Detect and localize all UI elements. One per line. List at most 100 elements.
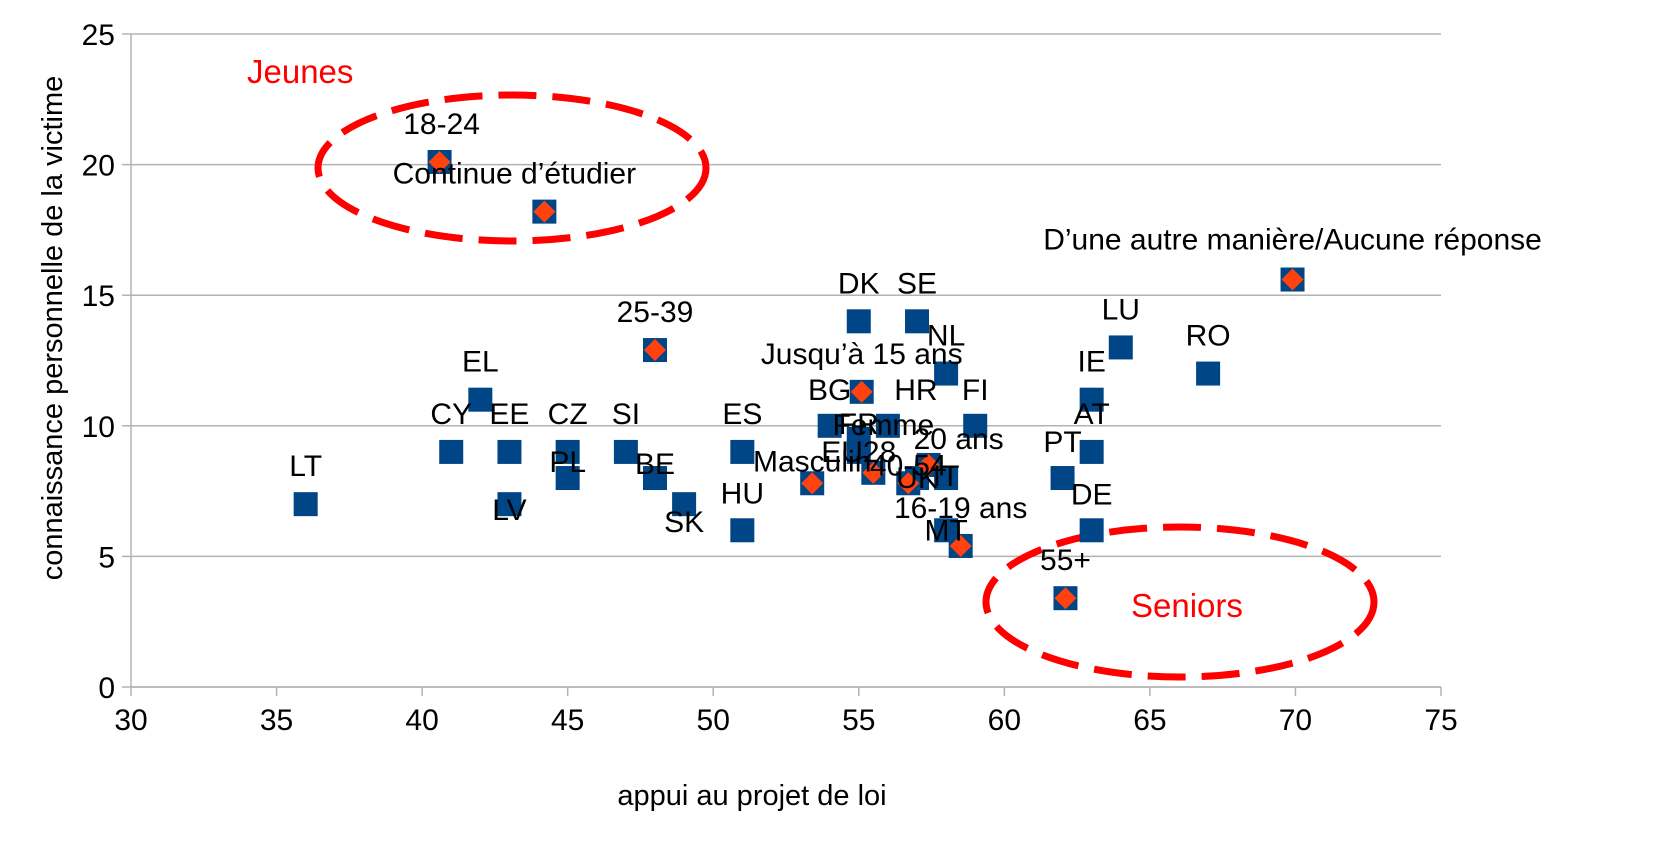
x-tick-label: 50 xyxy=(697,704,730,737)
point-label: PL xyxy=(549,446,586,479)
group-points xyxy=(428,150,1304,610)
square-point xyxy=(468,387,493,412)
y-tick-labels: 0 5 10 15 20 25 xyxy=(82,19,115,705)
point-label: FI xyxy=(962,374,989,407)
point-label: DK xyxy=(838,267,880,300)
ellipse-seniors xyxy=(982,523,1378,681)
x-tick-label: 55 xyxy=(842,704,875,737)
axes xyxy=(122,33,1442,696)
annotation-jeunes: Jeunes xyxy=(247,53,353,90)
diamond-point xyxy=(533,200,556,223)
diamond-point xyxy=(644,339,666,362)
point-label: SI xyxy=(612,398,640,431)
square-point xyxy=(875,413,900,438)
point-label: 18-24 xyxy=(403,108,480,141)
y-tick-label: 0 xyxy=(98,672,115,705)
point-label: PT xyxy=(1043,426,1081,459)
point-label: FR xyxy=(839,408,879,441)
point-label: MT xyxy=(924,514,967,547)
y-tick-label: 5 xyxy=(98,541,115,574)
x-tick-label: 70 xyxy=(1279,704,1312,737)
square-point xyxy=(555,439,580,464)
x-axis-title: appui au projet de loi xyxy=(617,780,886,812)
point-label: EE xyxy=(489,398,529,431)
point-label: BE xyxy=(635,448,675,481)
y-tick-label: 15 xyxy=(82,280,115,313)
diamond-point xyxy=(801,472,824,495)
point-label: ES xyxy=(722,398,762,431)
y-axis-title: connaissance personnelle de la victime xyxy=(37,76,69,581)
annotation-seniors: Seniors xyxy=(1131,587,1243,624)
square-point xyxy=(672,492,697,517)
diamond-point xyxy=(1054,587,1077,610)
point-label: RO xyxy=(1186,320,1231,353)
square-point xyxy=(730,439,755,464)
diamond-point xyxy=(949,534,972,557)
point-label: DE xyxy=(1071,478,1113,511)
ellipse-jeunes xyxy=(314,91,710,245)
point-label: EU28 xyxy=(821,436,896,469)
point-label: LT xyxy=(289,450,322,483)
point-label: IT xyxy=(933,460,960,493)
point-label: CZ xyxy=(548,398,588,431)
square-point xyxy=(555,466,580,491)
point-label: 40-54 xyxy=(870,449,947,482)
point-label: NL xyxy=(927,320,965,353)
square-point xyxy=(846,439,871,464)
x-tick-labels: 30 35 40 45 50 55 60 65 70 75 xyxy=(114,704,1457,737)
y-tick-label: 20 xyxy=(82,150,115,183)
point-labels: LT CY EL EE LV CZ PL SI BE SK ES HU DK SE NL FI BG HR FREU… xyxy=(289,108,1542,577)
point-label: HR xyxy=(894,374,937,407)
square-point xyxy=(1079,518,1104,543)
point-label: 20 ans xyxy=(914,423,1004,456)
x-tick-label: 60 xyxy=(988,704,1021,737)
point-label: Masculin xyxy=(753,445,871,478)
point-label: D’une autre manière/Aucune réponse xyxy=(1043,224,1542,257)
point-label: SK xyxy=(664,506,704,539)
point-label: 16-19 ans xyxy=(894,492,1027,525)
point-label: UK xyxy=(896,462,938,495)
x-tick-label: 75 xyxy=(1424,704,1457,737)
square-point xyxy=(963,413,988,438)
point-label: HU xyxy=(721,477,764,510)
square-point xyxy=(934,361,959,386)
square-point xyxy=(730,518,755,543)
point-label: BG xyxy=(808,374,851,407)
square-point xyxy=(439,439,464,464)
x-tick-label: 35 xyxy=(260,704,293,737)
diamond-point xyxy=(917,453,940,476)
point-label: Continue d’étudier xyxy=(393,158,637,191)
point-label: Jusqu’à 15 ans xyxy=(761,338,963,371)
diamond-point xyxy=(862,461,885,484)
square-point xyxy=(1079,439,1104,464)
x-tick-label: 40 xyxy=(405,704,438,737)
x-tick-label: 30 xyxy=(114,704,147,737)
highlight-ellipses xyxy=(314,91,1378,681)
point-label: Femme xyxy=(832,409,934,442)
x-tick-label: 45 xyxy=(551,704,584,737)
square-point xyxy=(1196,361,1221,386)
y-tick-label: 25 xyxy=(82,19,115,52)
point-label: LV xyxy=(492,494,526,527)
square-point xyxy=(905,309,929,334)
square-point xyxy=(846,309,871,334)
point-label: SE xyxy=(897,267,937,300)
country-points xyxy=(293,149,1305,611)
y-tick-label: 10 xyxy=(82,411,115,444)
square-point xyxy=(497,439,522,464)
point-label: IE xyxy=(1077,346,1105,379)
square-point xyxy=(1079,387,1104,412)
x-tick-label: 65 xyxy=(1133,704,1166,737)
point-label: EL xyxy=(462,346,499,379)
point-label: LU xyxy=(1102,293,1140,326)
square-point xyxy=(613,439,638,464)
square-point xyxy=(497,492,522,517)
point-label: AT xyxy=(1074,398,1110,431)
point-label: 55+ xyxy=(1040,544,1091,577)
point-label: 25-39 xyxy=(617,296,694,329)
diamond-point xyxy=(897,472,920,495)
square-point xyxy=(1108,335,1133,360)
square-point xyxy=(817,413,842,438)
diamond-point xyxy=(428,150,451,173)
